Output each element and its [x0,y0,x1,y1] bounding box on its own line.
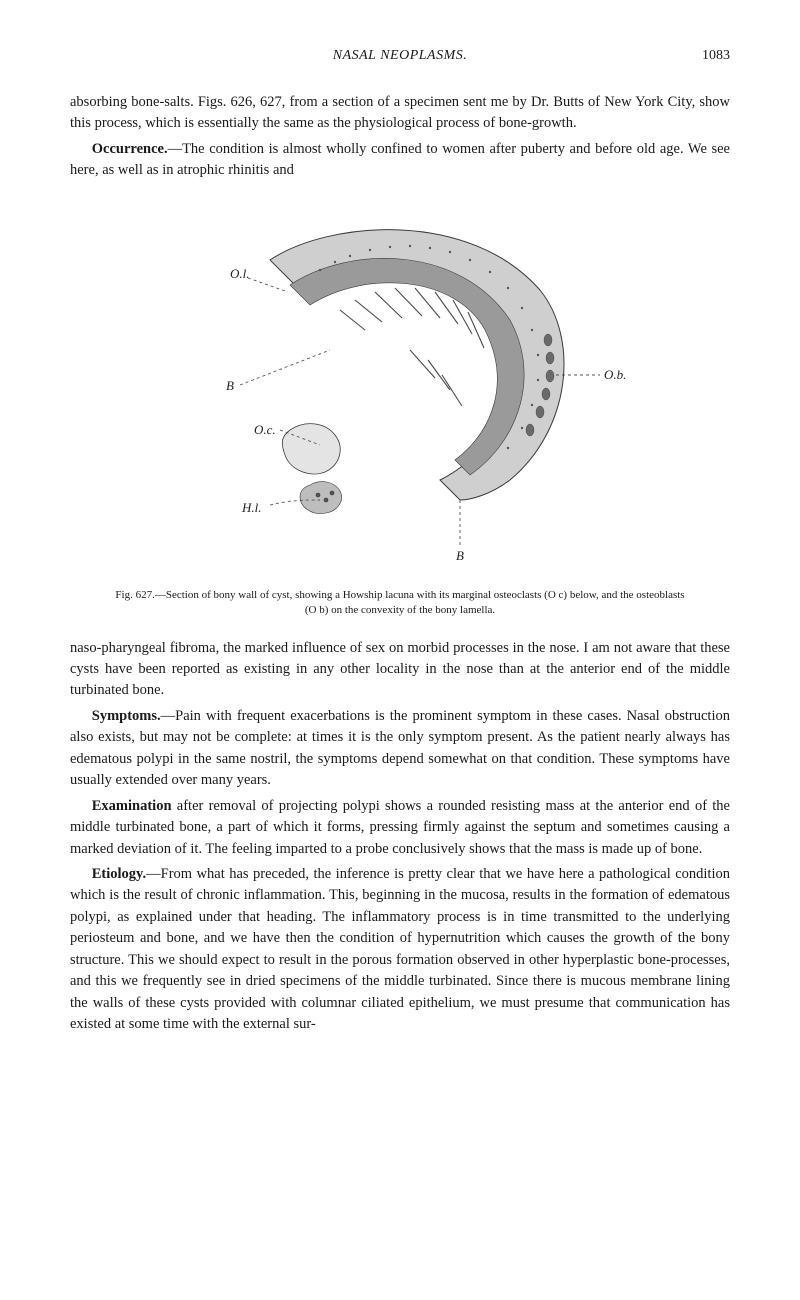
paragraph-4: Symptoms.—Pain with frequent exacerbatio… [70,706,730,792]
body-text: absorbing bone-salts. Figs. 626, 627, fr… [70,92,730,1036]
page-header: NASAL NEOPLASMS. 1083 [70,48,730,64]
lead-symptoms: Symptoms. [92,708,161,724]
paragraph-4-rest: —Pain with frequent exacerbations is the… [70,708,730,788]
label-B-lower: B [456,548,464,563]
label-oc: O.c. [254,422,276,437]
paragraph-5: Examination after removal of projecting … [70,796,730,860]
leader-B [240,350,330,385]
label-hl: H.l. [241,500,262,515]
label-ol: O.l. [230,266,250,281]
figure-caption: Fig. 627.—Section of bony wall of cyst, … [110,588,690,618]
lead-etiology: Etiology. [92,866,146,882]
paragraph-2-rest: —The condition is almost wholly confined… [70,141,730,178]
paragraph-2: Occurrence.—The condition is almost whol… [70,139,730,182]
running-head: NASAL NEOPLASMS. [120,48,680,64]
lead-examination: Examination [92,798,172,814]
paragraph-3: naso-pharyngeal fibroma, the marked infl… [70,638,730,702]
leader-ol [248,278,288,292]
paragraph-6: Etiology.—From what has preceded, the in… [70,864,730,1036]
label-ob: O.b. [604,367,626,382]
page-number: 1083 [680,48,730,64]
paragraph-6-rest: —From what has preceded, the inference i… [70,866,730,1032]
caption-lead: Fig. 627. [115,589,154,601]
lead-occurrence: Occurrence. [92,141,168,157]
figure-627: O.l. B O.c. H.l. O.b. B [70,200,730,580]
paragraph-1: absorbing bone-salts. Figs. 626, 627, fr… [70,92,730,135]
figure-svg: O.l. B O.c. H.l. O.b. B [170,200,630,580]
label-B-upper: B [226,378,234,393]
osteoclasts [300,481,342,513]
howship-lacuna [282,423,340,473]
fibrous-strands [340,288,484,406]
page: NASAL NEOPLASMS. 1083 absorbing bone-sal… [0,0,800,1100]
caption-text: —Section of bony wall of cyst, showing a… [155,589,685,616]
